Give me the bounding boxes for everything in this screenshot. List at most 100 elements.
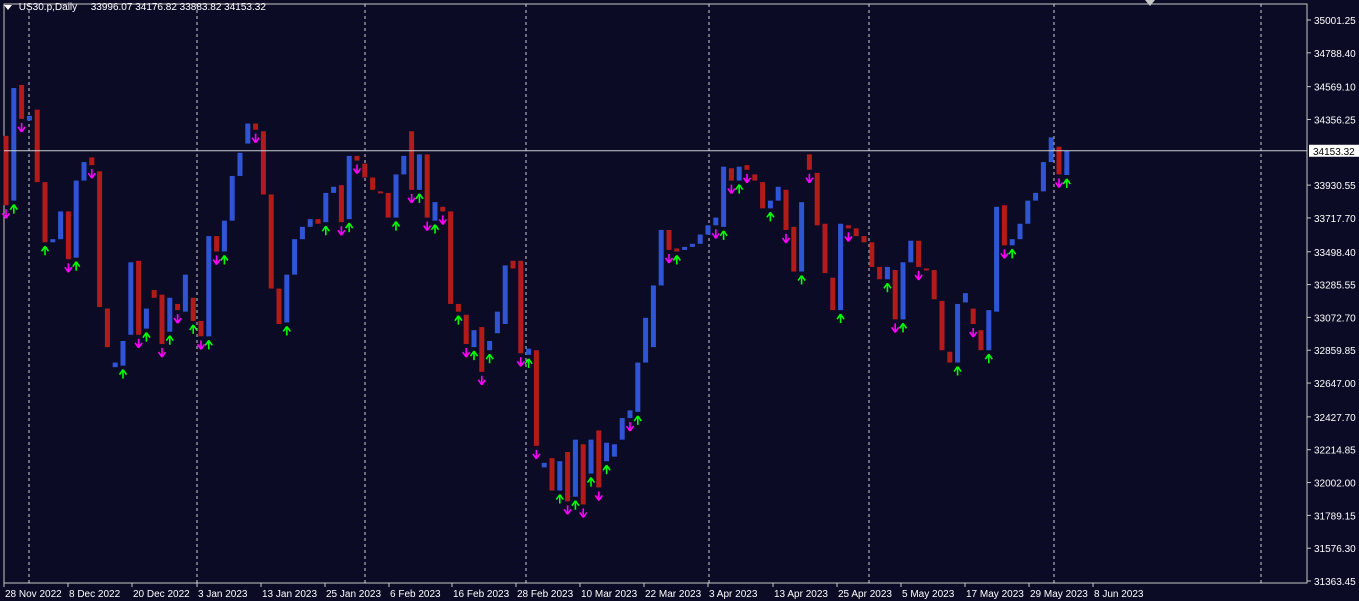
candle-bar [190,297,196,321]
candle-bar [884,266,890,280]
sell-arrow-icon [196,340,206,350]
candle-bar [838,223,844,311]
candle-bar [214,236,220,252]
candle-bar [619,418,625,440]
candle-bar [479,327,485,372]
sell-arrow-icon [477,375,486,386]
chart-shift-marker-icon [1145,0,1155,6]
candle-bar [978,330,984,351]
candle-bar [557,461,563,491]
sell-arrow-icon [17,122,26,133]
sell-arrow-icon [64,263,73,273]
candle-bar [900,262,906,320]
y-tick-label: 31363.45 [1314,577,1356,588]
candle-bar [424,154,430,218]
candle-bar [1033,192,1039,201]
candle-bar [401,155,407,175]
x-tick-label: 6 Feb 2023 [390,589,441,600]
candle-bar [73,180,79,258]
candle-bar [549,458,555,491]
y-tick-label: 31576.30 [1314,544,1356,555]
buy-arrow-icon [165,335,174,345]
candle-bar [845,225,851,229]
candle-bar [331,186,337,193]
candle-bar [1040,162,1046,192]
ohlc-values: 33996.07 34176.82 33883.82 34153.32 [90,2,266,13]
candle-bar [697,234,703,244]
buy-arrow-icon [189,324,198,334]
sell-arrow-icon [516,357,525,367]
y-tick-label: 33498.40 [1314,248,1356,259]
buy-arrow-icon [797,275,806,285]
candle-bar [541,462,547,468]
candle-bar [682,246,688,250]
buy-arrow-icon [321,225,330,236]
candle-bar [658,229,664,286]
candle-bar [830,277,836,311]
buy-arrow-icon [142,332,151,342]
buy-arrow-icon [204,339,213,350]
x-tick-label: 5 May 2023 [902,589,955,600]
candle-bar [760,182,766,209]
candle-bar [986,310,992,351]
y-tick-label: 33285.55 [1314,281,1356,292]
candle-bar [268,194,274,289]
sell-arrow-icon [423,221,432,232]
candle-bar [689,243,695,247]
sell-arrow-icon [87,169,96,179]
buy-arrow-icon [9,204,18,214]
x-tick-label: 3 Apr 2023 [709,589,758,600]
x-tick-label: 25 Apr 2023 [838,589,892,600]
buy-arrow-icon [571,500,580,510]
sell-arrow-icon [805,173,814,184]
candle-bar [292,239,298,275]
y-tick-label: 34356.25 [1314,115,1356,126]
buy-arrow-icon [883,282,892,293]
candle-bar [596,430,602,488]
sell-arrow-icon [781,233,791,244]
candle-bar [143,308,149,329]
current-price-tag [1309,144,1359,157]
candle-bar [338,185,344,223]
y-tick-label: 32647.00 [1314,379,1356,390]
current-price-label: 34153.32 [1313,147,1355,158]
sell-arrow-icon [711,229,720,239]
y-tick-label: 31789.15 [1314,511,1356,522]
candle-bar [705,225,711,235]
x-tick-label: 28 Feb 2023 [517,589,574,600]
buy-arrow-icon [602,464,611,475]
candle-bar [26,115,32,121]
sell-arrow-icon [969,327,978,338]
sell-arrow-icon [352,164,362,174]
sell-arrow-icon [337,226,346,236]
sell-arrow-icon [212,255,221,265]
candle-bar [767,200,773,209]
candle-bar [853,228,859,237]
buy-arrow-icon [524,358,533,368]
candle-bar [518,260,524,354]
candle-bar [50,239,56,243]
x-tick-label: 13 Jan 2023 [262,589,317,600]
dropdown-triangle-icon[interactable] [4,5,12,10]
sell-arrow-icon [594,491,603,501]
sell-arrow-icon [1054,178,1064,188]
chart-header: US30.p,Daily 33996.07 34176.82 33883.82 … [4,2,266,13]
candle-bar [674,248,680,252]
plot-frame [3,3,1308,584]
candle-bar [611,444,617,457]
candle-bar [814,172,820,226]
sell-arrow-icon [173,314,182,324]
candle-bar [393,174,399,218]
candle-bar [229,175,235,221]
candle-bar [713,217,719,226]
buy-arrow-icon [469,350,479,361]
candle-bar [175,303,181,311]
candle-bar [533,350,539,446]
x-tick-label: 20 Dec 2022 [133,589,190,600]
y-tick-label: 33717.70 [1314,214,1356,225]
candle-bar [931,270,937,300]
candle-bar [994,206,1000,312]
candle-bar [970,308,976,324]
